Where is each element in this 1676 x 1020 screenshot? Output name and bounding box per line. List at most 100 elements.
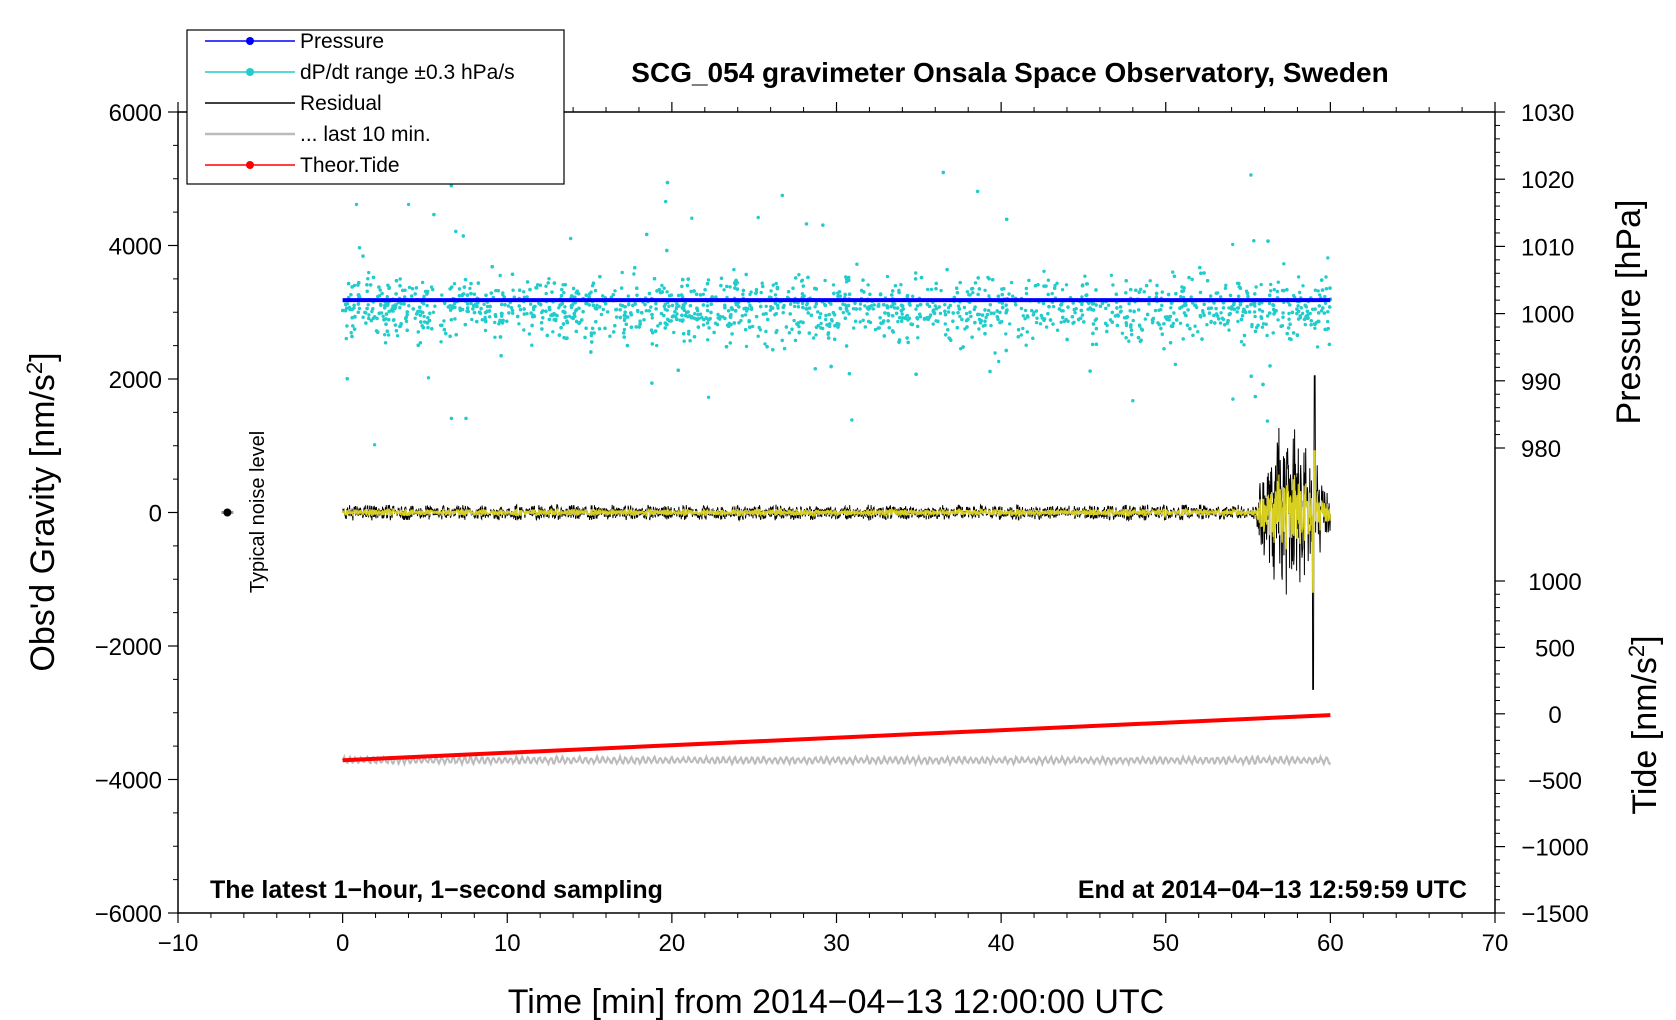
dpdt-point	[544, 291, 548, 296]
dpdt-point	[496, 289, 500, 293]
dpdt-point	[1239, 317, 1244, 322]
y-left-tick-label: 0	[149, 501, 162, 528]
dpdt-point	[581, 310, 585, 314]
dpdt-point	[934, 281, 938, 286]
dpdt-point	[1259, 315, 1263, 319]
dpdt-point	[1200, 337, 1204, 341]
dpdt-point	[1064, 283, 1069, 287]
dpdt-point	[471, 307, 475, 311]
dpdt-point	[1316, 289, 1320, 293]
dpdt-point	[378, 288, 382, 292]
dpdt-point	[744, 344, 749, 349]
dpdt-point	[781, 311, 785, 315]
dpdt-point	[626, 294, 630, 298]
dpdt-point	[971, 291, 975, 295]
dpdt-point	[554, 317, 558, 322]
dpdt-point	[1089, 307, 1093, 311]
dpdt-point	[716, 312, 720, 317]
dpdt-point	[370, 309, 374, 314]
dpdt-point	[973, 305, 977, 309]
dpdt-point	[1004, 348, 1008, 353]
dpdt-point	[1151, 319, 1155, 323]
dpdt-point	[454, 333, 458, 337]
dpdt-point	[977, 287, 982, 291]
dpdt-point	[1319, 309, 1324, 313]
dpdt-point	[395, 334, 400, 338]
dpdt-point	[1184, 303, 1188, 307]
dpdt-point	[350, 316, 354, 320]
dpdt-point	[635, 286, 639, 290]
dpdt-point	[782, 346, 787, 351]
dpdt-point	[584, 293, 588, 297]
dpdt-point	[426, 316, 430, 320]
dpdt-point	[980, 313, 985, 317]
dpdt-point	[430, 327, 434, 331]
dpdt-point	[897, 290, 901, 295]
dpdt-point	[392, 318, 396, 322]
dpdt-point	[386, 303, 390, 307]
dpdt-point	[914, 372, 918, 376]
dpdt-point	[748, 325, 752, 329]
dpdt-point	[1127, 339, 1131, 343]
dpdt-point	[712, 330, 716, 335]
dpdt-point	[1053, 283, 1057, 288]
dpdt-point	[611, 293, 615, 297]
dpdt-point	[913, 277, 918, 281]
dpdt-point	[1276, 280, 1281, 284]
dpdt-point	[680, 306, 685, 310]
dpdt-point	[1261, 382, 1265, 387]
dpdt-point	[522, 295, 527, 299]
dpdt-point	[740, 314, 745, 318]
dpdt-point	[1110, 310, 1115, 315]
dpdt-point	[440, 323, 444, 327]
dpdt-point	[440, 293, 444, 297]
dpdt-point	[414, 312, 419, 316]
dpdt-point	[352, 303, 356, 307]
dpdt-point	[1160, 332, 1165, 336]
dpdt-point	[551, 330, 555, 334]
dpdt-point	[814, 325, 819, 329]
dpdt-point	[995, 309, 999, 313]
dpdt-point	[494, 314, 498, 319]
dpdt-point	[1318, 293, 1322, 297]
dpdt-point	[918, 315, 923, 319]
dpdt-point	[527, 332, 532, 336]
dpdt-point	[560, 301, 565, 306]
dpdt-point	[1254, 285, 1258, 289]
dpdt-point	[416, 343, 420, 347]
dpdt-point	[669, 319, 673, 323]
dpdt-point	[871, 307, 875, 311]
dpdt-point	[1242, 343, 1246, 347]
noise-level-dot	[223, 508, 232, 517]
dpdt-point	[826, 336, 831, 340]
dpdt-point	[1034, 320, 1039, 325]
dpdt-point	[837, 322, 841, 326]
dpdt-point	[393, 323, 398, 327]
dpdt-point	[932, 311, 937, 315]
x-tick-label: 0	[336, 930, 349, 957]
dpdt-point	[1165, 317, 1169, 321]
dpdt-point	[998, 320, 1002, 325]
dpdt-point	[958, 314, 962, 319]
dpdt-point	[623, 310, 627, 314]
dpdt-point	[522, 290, 526, 294]
dpdt-point	[590, 326, 595, 331]
dpdt-point	[692, 335, 697, 339]
dpdt-point	[1236, 319, 1240, 324]
dpdt-point	[1185, 323, 1190, 327]
dpdt-point	[413, 292, 417, 296]
dpdt-point	[706, 395, 711, 399]
dpdt-point	[879, 321, 883, 325]
chart-title: SCG_054 gravimeter Onsala Space Observat…	[631, 57, 1388, 88]
dpdt-point	[1104, 306, 1108, 311]
dpdt-point	[876, 304, 880, 308]
dpdt-point	[943, 312, 948, 317]
dpdt-point	[361, 254, 365, 258]
y-left-tick-label: −6000	[95, 901, 162, 928]
dpdt-point	[819, 312, 823, 316]
dpdt-point	[500, 302, 504, 307]
dpdt-point	[663, 326, 667, 330]
dpdt-point	[1303, 322, 1308, 327]
dpdt-point	[399, 302, 404, 306]
dpdt-point	[428, 311, 432, 315]
